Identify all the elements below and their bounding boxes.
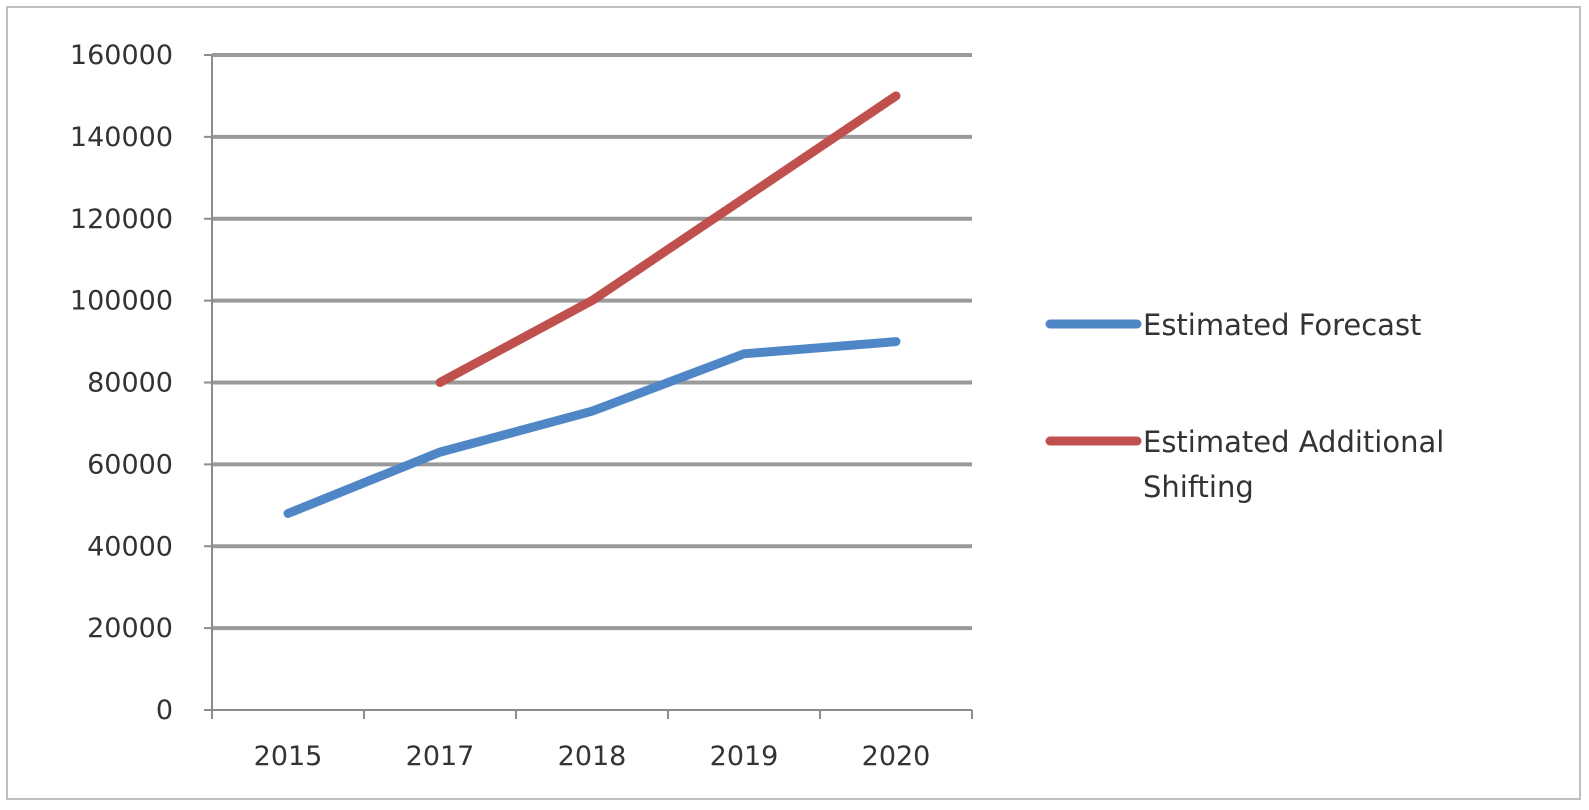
y-tick-label: 0 bbox=[156, 695, 173, 726]
series-line-estimated-forecast bbox=[283, 337, 901, 518]
y-tick-label: 140000 bbox=[70, 122, 173, 153]
x-tick-label: 2019 bbox=[710, 741, 779, 772]
axes bbox=[204, 54, 973, 719]
x-tick-label: 2020 bbox=[862, 741, 931, 772]
y-tick-label: 20000 bbox=[87, 613, 173, 644]
legend: Estimated Forecast Estimated Additional Sh… bbox=[1045, 308, 1444, 504]
y-tick-label: 100000 bbox=[70, 286, 173, 317]
x-axis-tick-labels: 2015 2017 2018 2019 2020 bbox=[254, 741, 931, 772]
x-tick-label: 2017 bbox=[406, 741, 475, 772]
series-line-estimated-additional-shifting bbox=[435, 91, 901, 387]
y-axis-tick-labels: 0 20000 40000 60000 80000 100000 120000 140000 1… bbox=[70, 40, 173, 726]
y-tick-label: 60000 bbox=[87, 449, 173, 480]
y-tick-label: 120000 bbox=[70, 204, 173, 235]
legend-label: Estimated Forecast bbox=[1143, 308, 1421, 342]
x-tick-label: 2015 bbox=[254, 741, 323, 772]
y-tick-label: 40000 bbox=[87, 531, 173, 562]
y-tick-label: 160000 bbox=[70, 40, 173, 71]
series-lines bbox=[283, 91, 901, 518]
legend-label: Shifting bbox=[1143, 470, 1254, 504]
legend-label: Estimated Additional bbox=[1143, 425, 1444, 459]
x-tick-label: 2018 bbox=[558, 741, 627, 772]
y-tick-label: 80000 bbox=[87, 368, 173, 399]
